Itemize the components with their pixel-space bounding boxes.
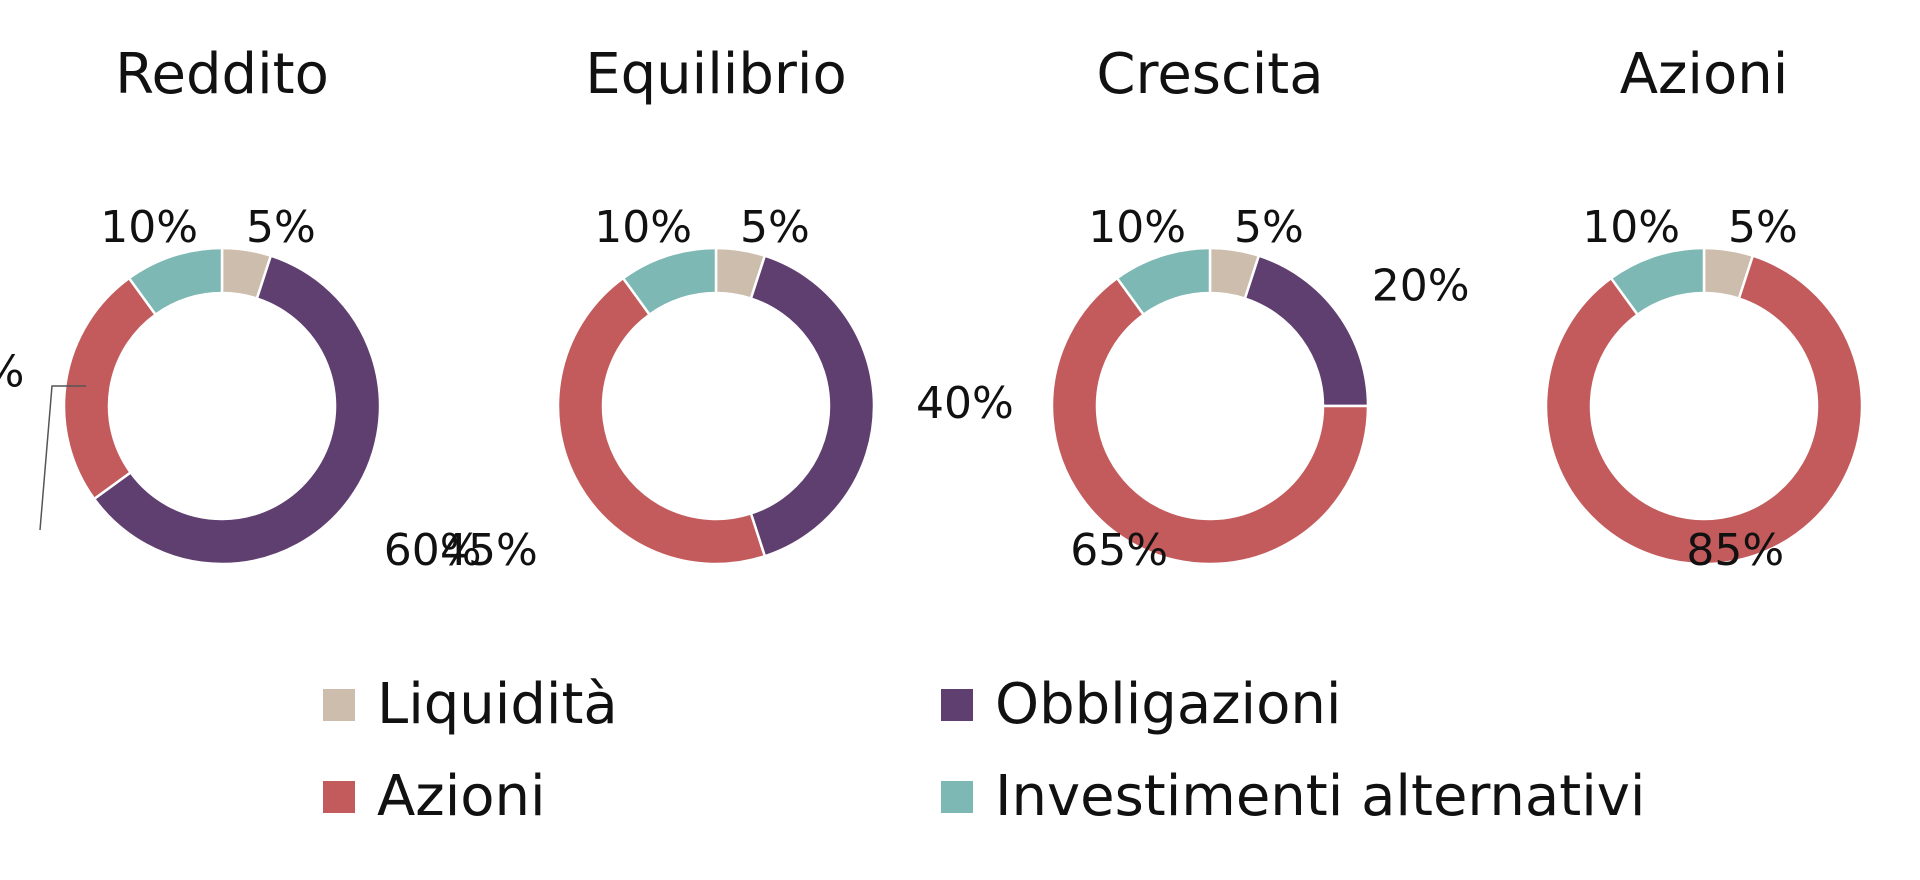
slice-label-2-obbligazioni: 20% [1372,260,1470,311]
legend-swatch-obbligazioni [941,688,973,721]
slice-1-obbligazioni [749,254,876,558]
slice-label-3-azioni: 85% [1686,525,1784,576]
legend-label-azioni: Azioni [377,764,546,829]
slice-label-0-alternativi: 10% [100,202,198,253]
leader-line-reddito-azioni [39,385,86,531]
slice-0-azioni [62,276,158,501]
slice-label-1-obbligazioni: 40% [916,378,1014,429]
slice-label-1-liquidita: 5% [740,202,810,253]
chart-title-3: Azioni [1620,42,1789,107]
slice-1-alternativi [621,246,718,317]
slice-label-0-liquidita: 5% [246,202,316,253]
slice-2-obbligazioni [1243,254,1370,408]
slice-label-2-azioni: 65% [1070,525,1168,576]
legend: Liquidità Obbligazioni Azioni Investimen… [0,660,1920,860]
slice-label-2-alternativi: 10% [1088,202,1186,253]
slice-label-0-obbligazioni: 60% [384,525,482,576]
slice-1-azioni [556,276,767,566]
legend-item-liquidita: Liquidità [323,672,618,737]
chart-title-2: Crescita [1096,42,1323,107]
slice-0-obbligazioni [92,254,382,566]
legend-swatch-liquidita [323,688,355,721]
donut-charts: Reddito 5% 60% 25% 10% Equilibrio 5% 40% 45% 10% C… [0,42,1864,576]
slice-0-alternativi [127,246,224,317]
legend-swatch-alternativi [941,780,973,813]
legend-item-obbligazioni: Obbligazioni [941,672,1341,737]
slice-label-3-alternativi: 10% [1582,202,1680,253]
legend-label-liquidita: Liquidità [377,672,618,737]
slice-label-1-azioni: 45% [440,525,538,576]
legend-swatch-azioni [323,780,355,813]
legend-label-alternativi: Investimenti alternativi [995,764,1646,829]
slice-3-alternativi [1609,246,1706,317]
slice-2-azioni [1050,276,1370,566]
slice-label-1-alternativi: 10% [594,202,692,253]
slice-label-3-liquidita: 5% [1728,202,1798,253]
legend-item-alternativi: Investimenti alternativi [941,764,1645,829]
chart-title-1: Equilibrio [585,42,847,107]
charts-svg: Reddito 5% 60% 25% 10% Equilibrio 5% 40% 45% 10% C… [0,42,1864,576]
slice-label-2-liquidita: 5% [1234,202,1304,253]
legend-label-obbligazioni: Obbligazioni [995,672,1342,737]
slice-2-alternativi [1115,246,1212,317]
legend-item-azioni: Azioni [323,764,546,829]
chart-title-0: Reddito [115,42,329,107]
slice-3-azioni [1544,254,1864,566]
slice-label-0-azioni: 25% [0,347,24,398]
